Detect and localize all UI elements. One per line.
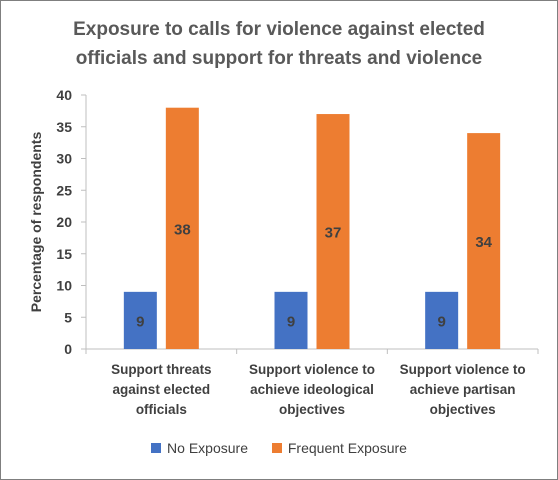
data-label: 9 (136, 313, 144, 330)
chart-title: Exposure to calls for violence against e… (21, 15, 537, 73)
category-label: achieve ideological (250, 382, 374, 397)
legend-swatch-frequent-exposure (271, 443, 282, 453)
data-label: 9 (437, 313, 445, 330)
legend-item-no-exposure: No Exposure (151, 440, 248, 456)
chart-title-line-1: Exposure to calls for violence against e… (73, 19, 485, 40)
data-label: 38 (174, 221, 191, 238)
y-axis-title: Percentage of respondents (28, 132, 44, 313)
category-label: officials (136, 402, 187, 417)
category-label: Support threats (111, 362, 212, 377)
legend-swatch-no-exposure (151, 443, 162, 453)
data-label: 37 (325, 225, 342, 242)
y-tick-label: 40 (56, 87, 72, 103)
y-tick-label: 10 (56, 278, 72, 294)
bar (165, 107, 199, 349)
y-tick-label: 0 (64, 341, 72, 357)
bar (425, 291, 459, 349)
data-label: 9 (287, 313, 295, 330)
legend: No Exposure Frequent Exposure (0, 440, 558, 456)
y-tick-label: 30 (56, 151, 72, 167)
category-label: objectives (430, 402, 496, 417)
category-label: Support violence to (249, 362, 375, 377)
bar (123, 291, 157, 349)
y-tick-label: 20 (56, 214, 72, 230)
legend-label-frequent-exposure: Frequent Exposure (287, 440, 407, 456)
y-tick-label: 15 (56, 246, 72, 262)
chart-title-line-2: officials and support for threats and vi… (75, 48, 483, 69)
y-tick-label: 35 (56, 119, 72, 135)
y-tick-label: 5 (64, 309, 72, 325)
bar (467, 133, 501, 349)
legend-label-no-exposure: No Exposure (167, 440, 248, 456)
bar (274, 291, 308, 349)
category-label: objectives (279, 402, 345, 417)
category-label: achieve partisan (410, 382, 516, 397)
category-label: against elected (113, 382, 211, 397)
legend-item-frequent-exposure: Frequent Exposure (271, 440, 407, 456)
data-label: 34 (475, 234, 492, 251)
y-tick-label: 25 (56, 182, 72, 198)
category-label: Support violence to (400, 362, 526, 377)
bar (316, 114, 350, 349)
